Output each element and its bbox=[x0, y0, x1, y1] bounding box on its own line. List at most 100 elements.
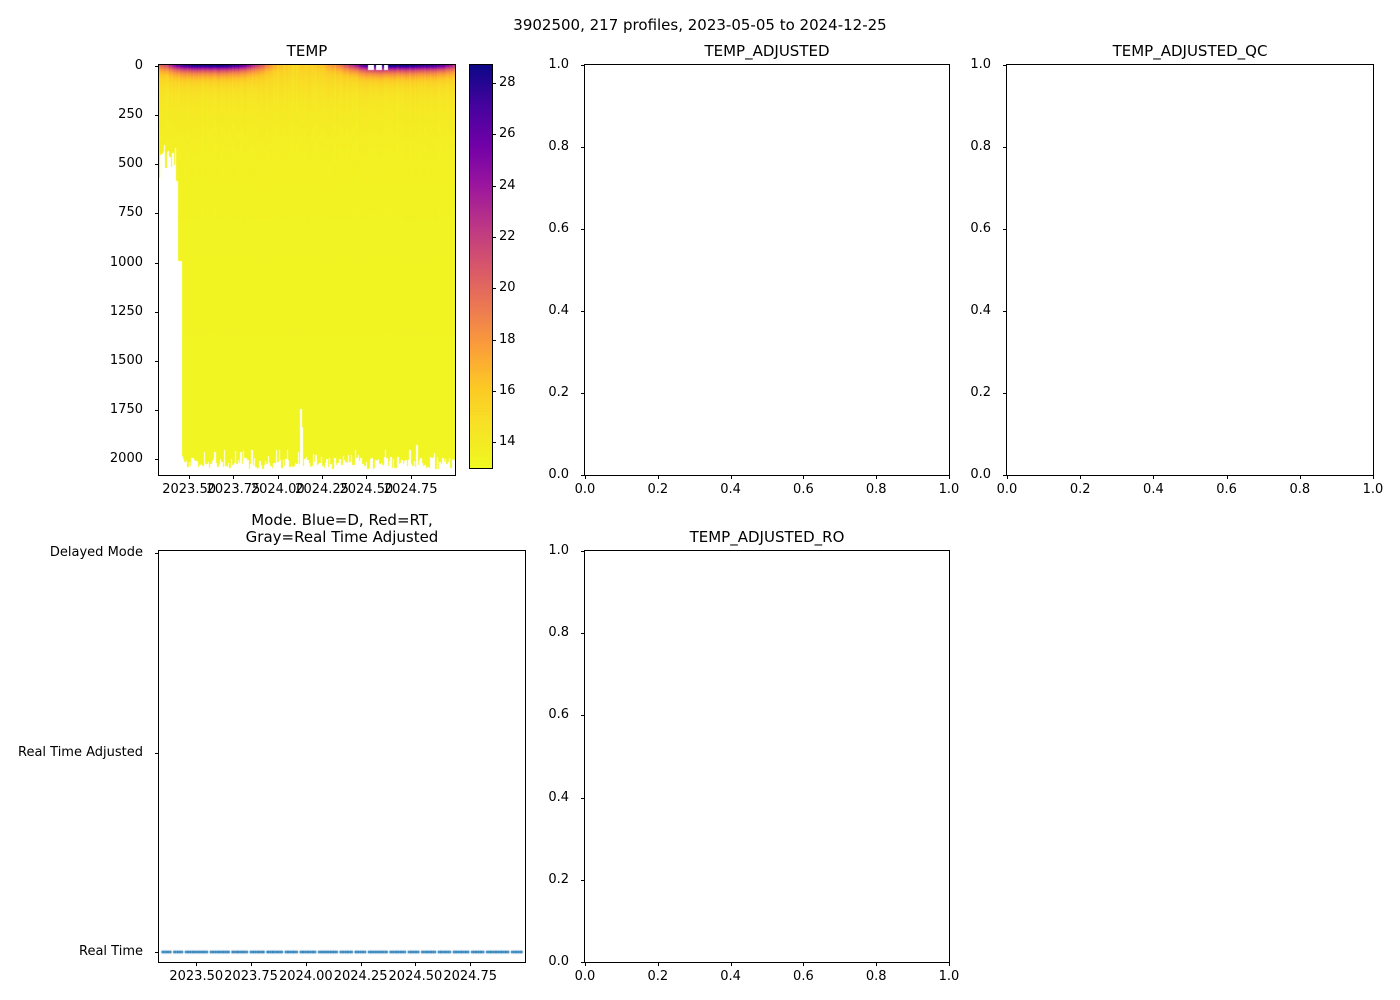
y-tick-label: 0.0 bbox=[970, 467, 991, 482]
y-tick-label: 0.8 bbox=[548, 139, 569, 154]
tick-mark bbox=[155, 753, 159, 754]
x-tick-label: 0.6 bbox=[1216, 482, 1237, 497]
tick-mark bbox=[581, 311, 585, 312]
y-tick-label: 0.6 bbox=[970, 221, 991, 236]
y-tick-label: 1250 bbox=[109, 303, 143, 319]
mode-axes: Mode. Blue=D, Red=RT, Gray=Real Time Adj… bbox=[158, 512, 526, 963]
tick-mark bbox=[155, 553, 159, 554]
y-tick-label: 1.0 bbox=[970, 57, 991, 72]
y-tick-label: 0.0 bbox=[548, 467, 569, 482]
tick-mark bbox=[1299, 475, 1301, 479]
x-tick-label: 2023.75 bbox=[206, 482, 261, 497]
tick-mark bbox=[730, 475, 732, 479]
y-tick-label: 750 bbox=[118, 205, 143, 221]
colorbar-tick-label: 18 bbox=[499, 331, 516, 347]
colorbar-tick-label: 14 bbox=[499, 434, 516, 450]
tick-mark bbox=[492, 442, 496, 444]
temp-axes: TEMP bbox=[158, 43, 456, 476]
y-tick-label: 0.4 bbox=[548, 303, 569, 318]
temp-adjusted-axes: TEMP_ADJUSTED bbox=[584, 43, 950, 476]
x-tick-label: 0.8 bbox=[865, 482, 887, 497]
mode-category-label: Real Time Adjusted bbox=[18, 744, 143, 760]
colorbar-canvas bbox=[470, 65, 492, 468]
tick-mark bbox=[196, 962, 198, 966]
x-tick-label: 0.0 bbox=[996, 482, 1018, 497]
y-tick-label: 0 bbox=[134, 57, 143, 73]
tick-mark bbox=[876, 475, 878, 479]
colorbar-tick-label: 24 bbox=[499, 177, 516, 193]
tick-mark bbox=[1080, 475, 1082, 479]
x-tick-label: 2024.50 bbox=[339, 482, 394, 497]
x-tick-label: 1.0 bbox=[1362, 482, 1384, 497]
x-tick-label: 2024.00 bbox=[250, 482, 305, 497]
x-tick-label: 2023.50 bbox=[169, 969, 224, 984]
x-tick-label: 2023.50 bbox=[162, 482, 217, 497]
tick-mark bbox=[876, 962, 878, 966]
tick-mark bbox=[492, 134, 496, 136]
figure-suptitle: 3902500, 217 profiles, 2023-05-05 to 202… bbox=[513, 16, 887, 34]
x-tick-label: 2024.25 bbox=[333, 969, 388, 984]
y-tick-label: 1500 bbox=[109, 352, 143, 368]
temp-adjusted-qc-title: TEMP_ADJUSTED_QC bbox=[1112, 42, 1268, 60]
y-tick-label: 0.2 bbox=[970, 385, 991, 400]
tick-mark bbox=[1226, 475, 1228, 479]
y-tick-label: 250 bbox=[118, 107, 143, 123]
tick-mark bbox=[1003, 65, 1007, 66]
colorbar-tick-label: 16 bbox=[499, 382, 516, 398]
x-tick-label: 2024.50 bbox=[388, 969, 443, 984]
tick-mark bbox=[492, 339, 496, 341]
tick-mark bbox=[155, 65, 159, 67]
tick-mark bbox=[492, 288, 496, 290]
tick-mark bbox=[1003, 393, 1007, 394]
temp-adjusted-ro-title: TEMP_ADJUSTED_RO bbox=[689, 528, 845, 546]
y-tick-label: 0.0 bbox=[548, 954, 569, 969]
temp-title: TEMP bbox=[286, 42, 328, 60]
x-tick-label: 2024.25 bbox=[295, 482, 349, 497]
y-tick-label: 0.6 bbox=[548, 707, 569, 723]
tick-mark bbox=[492, 236, 496, 238]
x-tick-label: 2024.75 bbox=[383, 482, 438, 497]
mode-title-line1: Mode. Blue=D, Red=RT, bbox=[251, 511, 433, 529]
x-tick-label: 0.6 bbox=[793, 482, 814, 497]
y-tick-label: 0.8 bbox=[970, 139, 991, 154]
x-tick-label: 0.2 bbox=[647, 969, 669, 984]
tick-mark bbox=[657, 962, 659, 966]
tick-mark bbox=[803, 962, 805, 966]
mode-category-label: Delayed Mode bbox=[49, 545, 143, 560]
x-tick-label: 2023.75 bbox=[224, 969, 278, 984]
colorbar-tick-label: 28 bbox=[499, 74, 516, 90]
y-tick-label: 1.0 bbox=[548, 543, 569, 558]
x-tick-label: 0.0 bbox=[574, 482, 596, 497]
tick-mark bbox=[251, 962, 253, 966]
tick-mark bbox=[305, 962, 307, 966]
x-tick-label: 0.8 bbox=[1289, 482, 1311, 497]
tick-mark bbox=[1003, 229, 1007, 230]
tick-mark bbox=[492, 185, 496, 187]
mode-category-label: Real Time bbox=[79, 944, 143, 959]
tick-mark bbox=[581, 879, 585, 881]
tick-mark bbox=[155, 213, 159, 215]
x-tick-label: 2024.75 bbox=[443, 969, 498, 984]
tick-mark bbox=[492, 82, 496, 84]
x-tick-label: 0.0 bbox=[574, 969, 596, 984]
tick-mark bbox=[277, 475, 279, 479]
tick-mark bbox=[1003, 475, 1007, 476]
colorbar-tick-label: 26 bbox=[499, 126, 516, 142]
mode-title: Mode. Blue=D, Red=RT, Gray=Real Time Adj… bbox=[246, 512, 439, 546]
y-tick-label: 500 bbox=[118, 156, 143, 172]
tick-mark bbox=[155, 410, 159, 412]
y-tick-label: 0.8 bbox=[548, 625, 569, 641]
colorbar-tick-label: 22 bbox=[499, 228, 516, 244]
y-tick-label: 0.4 bbox=[970, 303, 991, 318]
tick-mark bbox=[492, 390, 496, 392]
tick-mark bbox=[1373, 475, 1374, 479]
temp-adjusted-title: TEMP_ADJUSTED bbox=[704, 42, 830, 60]
temp-colorbar bbox=[469, 64, 493, 469]
tick-mark bbox=[585, 962, 586, 966]
colorbar-tick-label: 20 bbox=[499, 280, 516, 296]
tick-mark bbox=[470, 962, 472, 966]
mode-title-line2: Gray=Real Time Adjusted bbox=[245, 528, 439, 546]
tick-mark bbox=[155, 459, 159, 461]
tick-mark bbox=[657, 475, 659, 479]
tick-mark bbox=[410, 475, 412, 479]
